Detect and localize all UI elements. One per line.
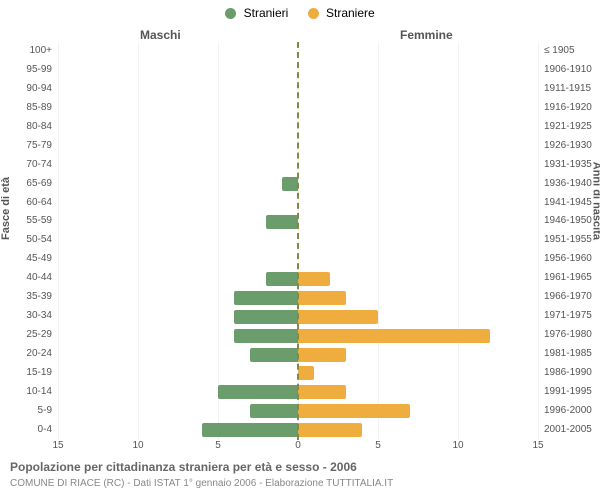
bar-male bbox=[266, 215, 298, 229]
legend-swatch-male bbox=[225, 8, 236, 19]
birth-year-label: 1926-1930 bbox=[544, 137, 592, 156]
birth-year-label: 1996-2000 bbox=[544, 402, 592, 421]
birth-year-label: 1991-1995 bbox=[544, 383, 592, 402]
birth-year-label: 1916-1920 bbox=[544, 99, 592, 118]
age-label: 45-49 bbox=[26, 250, 52, 269]
birth-year-label: 1976-1980 bbox=[544, 326, 592, 345]
bar-female bbox=[298, 366, 314, 380]
bar-male bbox=[250, 404, 298, 418]
bar-male bbox=[266, 272, 298, 286]
age-label: 100+ bbox=[29, 42, 52, 61]
bar-female bbox=[298, 423, 362, 437]
birth-year-label: 1961-1965 bbox=[544, 269, 592, 288]
x-tick: 10 bbox=[132, 440, 143, 451]
y-axis-title-left: Fasce di età bbox=[0, 177, 12, 240]
bar-male bbox=[202, 423, 298, 437]
age-label: 10-14 bbox=[26, 383, 52, 402]
age-label: 75-79 bbox=[26, 137, 52, 156]
legend-swatch-female bbox=[308, 8, 319, 19]
x-tick: 5 bbox=[375, 440, 381, 451]
bar-male bbox=[234, 291, 298, 305]
age-label: 40-44 bbox=[26, 269, 52, 288]
age-label: 95-99 bbox=[26, 61, 52, 80]
age-label: 15-19 bbox=[26, 364, 52, 383]
bar-male bbox=[250, 348, 298, 362]
x-tick: 5 bbox=[215, 440, 221, 451]
age-label: 25-29 bbox=[26, 326, 52, 345]
age-label: 85-89 bbox=[26, 99, 52, 118]
x-axis: 15105051015 bbox=[58, 440, 538, 456]
birth-year-label: 2001-2005 bbox=[544, 421, 592, 440]
bar-male bbox=[218, 385, 298, 399]
bar-male bbox=[282, 177, 298, 191]
legend-item-female: Straniere bbox=[308, 6, 375, 20]
legend: Stranieri Straniere bbox=[0, 6, 600, 20]
age-label: 70-74 bbox=[26, 156, 52, 175]
bar-female bbox=[298, 348, 346, 362]
x-tick: 15 bbox=[532, 440, 543, 451]
bar-female bbox=[298, 404, 410, 418]
bar-male bbox=[234, 310, 298, 324]
chart-caption: Popolazione per cittadinanza straniera p… bbox=[10, 460, 357, 474]
age-label: 5-9 bbox=[38, 402, 52, 421]
birth-year-label: 1951-1955 bbox=[544, 231, 592, 250]
age-label: 30-34 bbox=[26, 307, 52, 326]
age-label: 55-59 bbox=[26, 212, 52, 231]
age-label: 20-24 bbox=[26, 345, 52, 364]
population-pyramid-chart: Stranieri Straniere Maschi Femmine Fasce… bbox=[0, 0, 600, 500]
legend-item-male: Stranieri bbox=[225, 6, 288, 20]
birth-year-label: 1981-1985 bbox=[544, 345, 592, 364]
x-tick: 15 bbox=[52, 440, 63, 451]
birth-year-label: 1936-1940 bbox=[544, 175, 592, 194]
birth-year-label: 1966-1970 bbox=[544, 288, 592, 307]
bar-male bbox=[234, 329, 298, 343]
age-label: 35-39 bbox=[26, 288, 52, 307]
birth-year-label: ≤ 1905 bbox=[544, 42, 575, 61]
age-label: 65-69 bbox=[26, 175, 52, 194]
age-label: 80-84 bbox=[26, 118, 52, 137]
birth-year-label: 1906-1910 bbox=[544, 61, 592, 80]
age-label: 50-54 bbox=[26, 231, 52, 250]
legend-label-female: Straniere bbox=[326, 6, 375, 20]
column-header-female: Femmine bbox=[400, 28, 453, 42]
bar-female bbox=[298, 310, 378, 324]
birth-year-label: 1921-1925 bbox=[544, 118, 592, 137]
bar-female bbox=[298, 272, 330, 286]
birth-year-label: 1911-1915 bbox=[544, 80, 591, 99]
birth-year-label: 1971-1975 bbox=[544, 307, 592, 326]
birth-year-label: 1931-1935 bbox=[544, 156, 592, 175]
birth-year-label: 1941-1945 bbox=[544, 194, 592, 213]
bar-female bbox=[298, 291, 346, 305]
age-label: 0-4 bbox=[38, 421, 52, 440]
legend-label-male: Stranieri bbox=[244, 6, 289, 20]
center-divider bbox=[297, 42, 299, 440]
x-tick: 0 bbox=[295, 440, 301, 451]
x-tick: 10 bbox=[452, 440, 463, 451]
birth-year-label: 1956-1960 bbox=[544, 250, 592, 269]
plot-area: 100+≤ 190595-991906-191090-941911-191585… bbox=[58, 42, 538, 440]
bar-female bbox=[298, 329, 490, 343]
age-label: 60-64 bbox=[26, 194, 52, 213]
birth-year-label: 1986-1990 bbox=[544, 364, 592, 383]
chart-subcaption: COMUNE DI RIACE (RC) - Dati ISTAT 1° gen… bbox=[10, 478, 393, 489]
age-label: 90-94 bbox=[26, 80, 52, 99]
birth-year-label: 1946-1950 bbox=[544, 212, 592, 231]
bar-female bbox=[298, 385, 346, 399]
column-header-male: Maschi bbox=[140, 28, 181, 42]
